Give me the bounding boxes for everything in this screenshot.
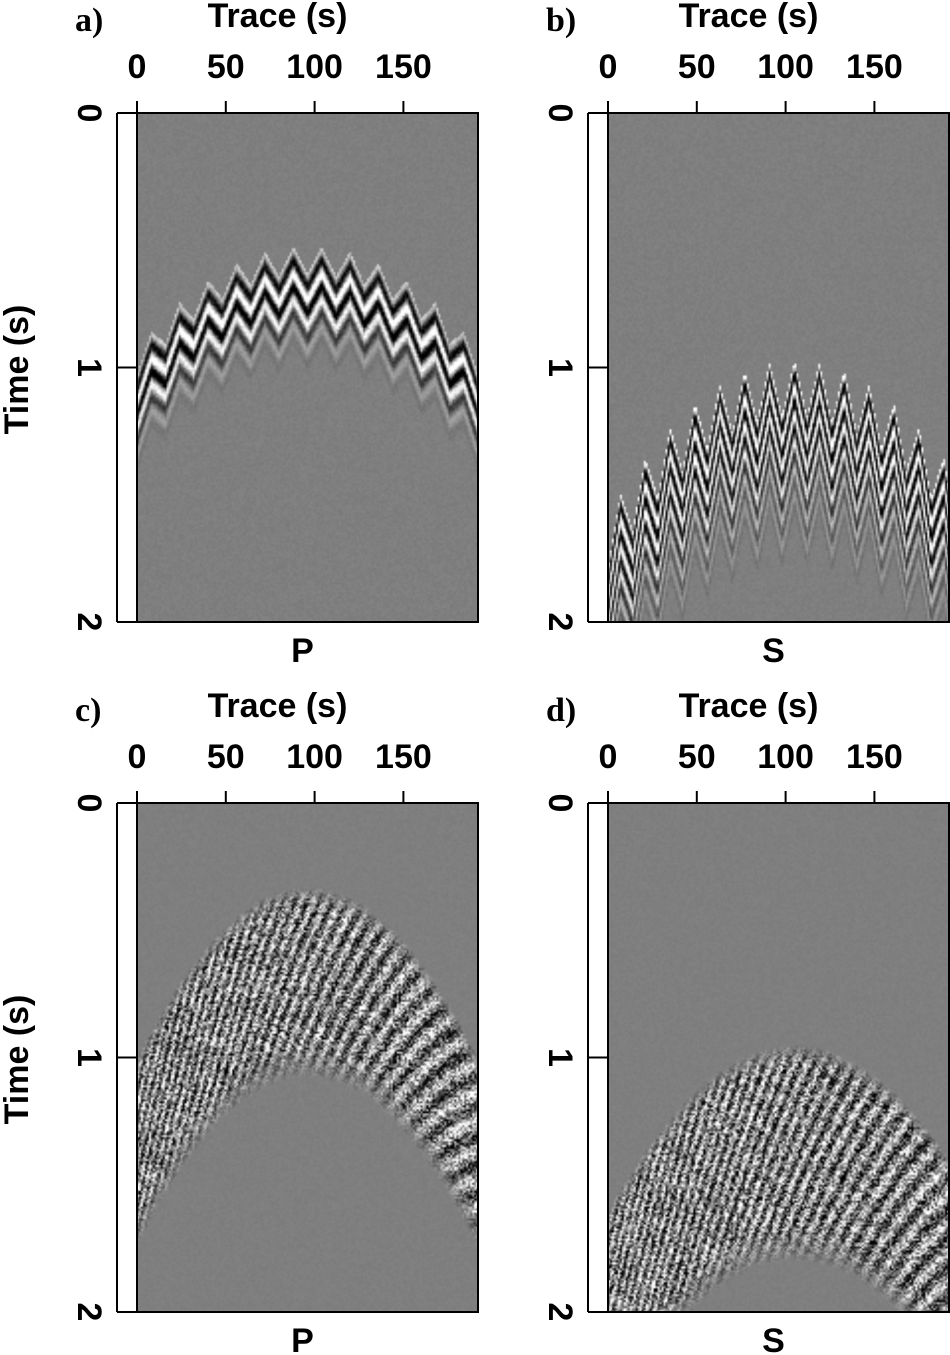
y-tick-label: 1 xyxy=(70,358,108,377)
panel-label: c) xyxy=(75,692,101,729)
x-tick-label: 50 xyxy=(678,48,716,86)
y-axis-label: Time (s) xyxy=(0,995,36,1125)
x-tick-label: 0 xyxy=(128,48,147,86)
y-axis-label: Time (s) xyxy=(0,305,36,435)
y-tick-label: 0 xyxy=(541,104,579,123)
x-axis-label: Trace (s) xyxy=(208,687,348,725)
x-tick-label: 0 xyxy=(128,738,147,776)
x-axis-label: Trace (s) xyxy=(679,0,819,35)
x-tick-label: 150 xyxy=(375,738,432,776)
panel-c: c) Trace (s) Time (s) P 0 50 100 150 0 1… xyxy=(0,687,479,1355)
y-tick-label: 2 xyxy=(541,1303,579,1322)
panel-a: a) Trace (s) Time (s) P 0 50 100 150 0 1… xyxy=(0,0,479,670)
wavefield-image xyxy=(608,113,949,622)
x-tick-label: 50 xyxy=(678,738,716,776)
y-tick-label: 1 xyxy=(541,358,579,377)
panel-caption: P xyxy=(291,632,314,670)
x-tick-label: 150 xyxy=(846,738,903,776)
panel-caption: S xyxy=(762,632,785,670)
x-tick-label: 100 xyxy=(286,48,343,86)
panel-caption: P xyxy=(291,1322,314,1355)
x-tick-label: 0 xyxy=(599,48,618,86)
y-tick-label: 0 xyxy=(541,794,579,813)
panel-caption: S xyxy=(762,1322,785,1355)
x-tick-label: 100 xyxy=(757,738,814,776)
wavefield-image xyxy=(608,803,949,1312)
y-tick-label: 2 xyxy=(70,613,108,632)
panel-label: d) xyxy=(546,692,576,729)
x-tick-label: 0 xyxy=(599,738,618,776)
x-tick-label: 100 xyxy=(286,738,343,776)
x-axis-label: Trace (s) xyxy=(679,687,819,725)
panel-label: a) xyxy=(75,2,103,39)
panel-label: b) xyxy=(546,2,576,39)
y-tick-label: 0 xyxy=(70,794,108,813)
y-tick-label: 2 xyxy=(541,613,579,632)
x-tick-label: 100 xyxy=(757,48,814,86)
y-tick-label: 0 xyxy=(70,104,108,123)
x-axis-label: Trace (s) xyxy=(208,0,348,35)
y-tick-label: 1 xyxy=(541,1048,579,1067)
panel-d: d) Trace (s) S 0 50 100 150 0 1 2 xyxy=(541,687,950,1355)
x-tick-label: 50 xyxy=(207,738,245,776)
wavefield-image xyxy=(137,113,478,622)
x-tick-label: 150 xyxy=(846,48,903,86)
y-tick-label: 2 xyxy=(70,1303,108,1322)
y-tick-label: 1 xyxy=(70,1048,108,1067)
x-tick-label: 150 xyxy=(375,48,432,86)
panel-b: b) Trace (s) S 0 50 100 150 0 1 2 xyxy=(541,0,950,670)
wavefield-image xyxy=(137,803,478,1312)
x-tick-label: 50 xyxy=(207,48,245,86)
